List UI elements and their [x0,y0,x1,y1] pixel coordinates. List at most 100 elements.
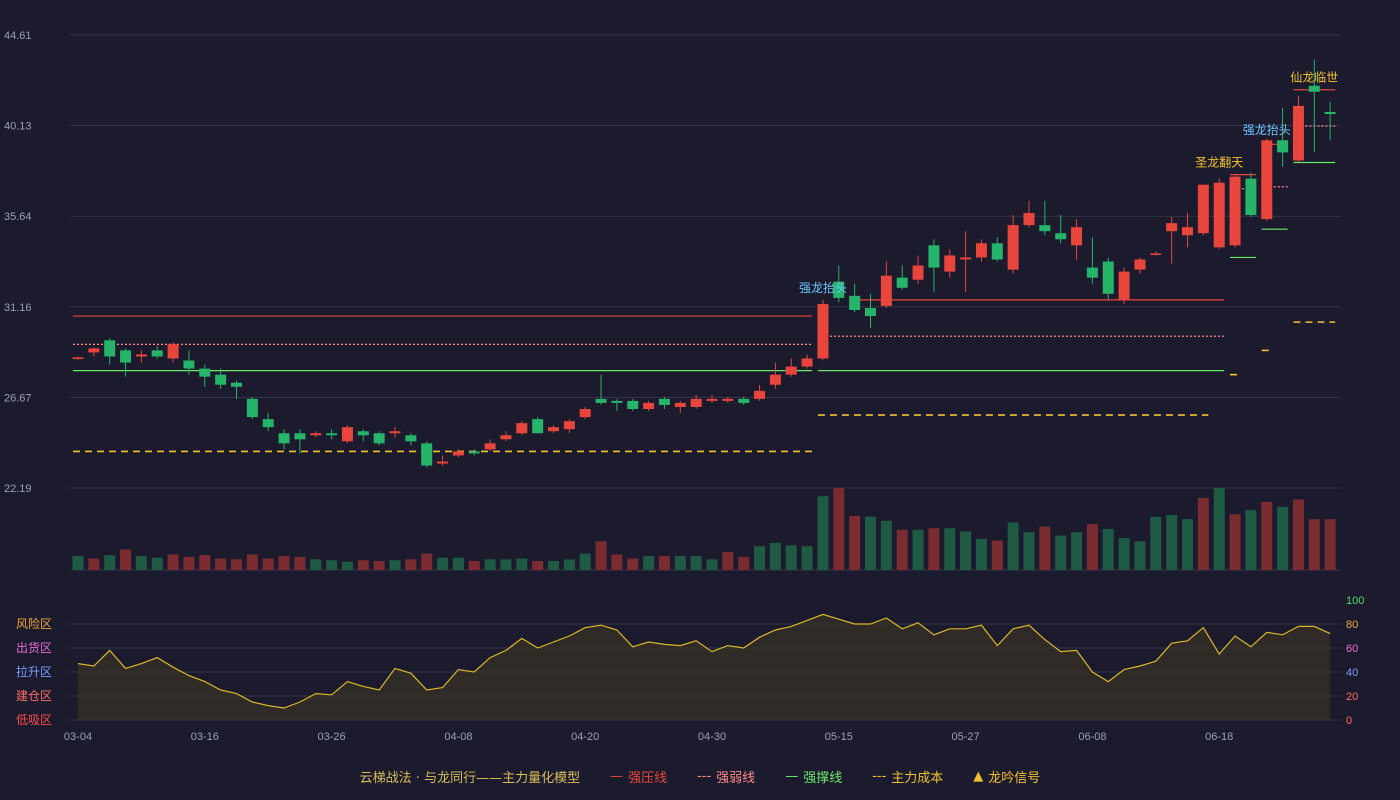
candle-body [1118,271,1130,300]
oscillator-tick-label: 60 [1346,643,1358,655]
candle-body [801,358,813,367]
candle-body [231,382,242,387]
volume-bar [500,559,512,570]
candle-body [1308,85,1320,92]
volume-bar [1086,524,1098,570]
candle-body [785,366,797,375]
y-tick-label: 26.67 [4,392,32,404]
volume-bar [1166,515,1178,570]
volume-bar [310,559,322,570]
volume-bar [1150,516,1162,570]
legend: 云梯战法 · 与龙同行——主力量化模型 — 强压线 --- 强弱线 — 强撑线 … [0,765,1400,787]
volume-bar [849,515,861,570]
volume-bar [294,556,306,570]
volume-bar [627,558,639,570]
x-axis: 03-04 03-16 03-26 04-08 04-20 04-30 05-15 05-27… [64,731,1233,743]
volume-bar [72,556,84,570]
volume-bar [120,549,132,570]
volume-bar [373,560,385,570]
x-tick-label: 03-04 [64,731,92,743]
candle-body [1261,140,1273,220]
candle-body [595,398,607,403]
volume-bar [199,555,211,570]
legend-cost-label: 主力成本 [891,770,944,786]
legend-signal-label: 龙吟信号 [988,770,1041,786]
volume-bar [516,558,528,570]
candle-body [532,419,544,434]
oscillator-area [78,614,1331,720]
candle-body [484,443,496,450]
candle-body [183,360,195,369]
x-tick-label: 05-15 [825,731,853,743]
candle-body [627,400,639,409]
volume-bar [246,554,258,570]
candle-body [896,277,908,288]
candle-body [706,398,718,401]
candle-body [1086,267,1098,278]
candle-body [389,431,401,434]
x-tick-label: 04-30 [698,731,726,743]
candle-body [1166,223,1178,232]
volume-bar [1245,510,1257,570]
legend-resistance-label: 强压线 [628,770,668,786]
candle-body [643,402,655,409]
oscillator-tick-label: 100 [1346,595,1364,607]
candle-body [1039,225,1051,232]
signal-label: 强龙抬头 [1243,123,1291,137]
volume-bar [944,528,956,570]
candle-body [151,350,163,357]
volume-bar [1023,532,1035,570]
candle-body [548,427,559,432]
candle-body [1292,105,1304,161]
x-tick-label: 03-16 [191,731,219,743]
candle-body [437,461,449,464]
legend-weak-symbol: --- [697,768,712,784]
signal-label: 圣龙翻天 [1195,156,1243,170]
volume-bar [167,554,179,570]
candle-body [928,245,940,268]
volume-bar [833,488,845,570]
volume-bar [880,520,892,570]
candle-body [1102,261,1114,294]
candle-body [500,435,512,440]
volume-bar [595,541,607,570]
candle-body [167,344,179,359]
candle-body [310,433,322,436]
candle-body [849,295,861,310]
volume-bar [183,556,195,570]
oscillator-tick-label: 80 [1346,619,1358,631]
legend-title: 云梯战法 · 与龙同行——主力量化模型 [359,770,581,786]
candle-body [912,265,924,280]
volume-bar [1229,514,1241,570]
candle-body [1277,140,1289,153]
candle-body [1134,259,1146,270]
volume-bar [1007,522,1019,570]
candle-body [1324,111,1336,115]
volume-bar [135,556,147,570]
legend-cost: --- 主力成本 [872,767,943,786]
volume-bar [960,531,972,570]
volume-bar [1039,526,1051,570]
legend-signal-symbol: ▲ [973,768,984,784]
volume-bar [658,556,670,570]
candle-body [294,433,306,440]
candle-body [817,303,829,359]
candle-body [326,433,338,436]
volume-bar [88,558,100,570]
candle-body [865,307,876,317]
volume-bar [928,528,940,570]
volume-bar [1071,532,1083,570]
volume-bar [975,538,987,570]
volume-bar [231,559,242,570]
volume-bar [579,553,591,570]
zone-label: 建仓区 [16,689,52,703]
x-tick-label: 04-08 [444,731,472,743]
candle-body [1182,227,1193,236]
zone-label: 风险区 [16,616,52,631]
volume-bars [72,488,1336,570]
candle-body [246,398,258,418]
y-tick-label: 31.16 [4,302,32,314]
oscillator-line [77,613,1331,709]
